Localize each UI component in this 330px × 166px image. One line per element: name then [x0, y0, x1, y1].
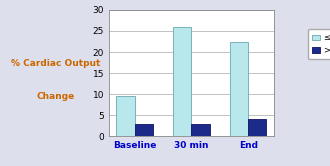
- Bar: [135, 124, 153, 136]
- Bar: [248, 119, 266, 136]
- Bar: [230, 42, 248, 136]
- Bar: [116, 96, 135, 136]
- Text: % Cardiac Output: % Cardiac Output: [12, 59, 101, 68]
- Text: Change: Change: [37, 92, 75, 101]
- Bar: [191, 124, 210, 136]
- Bar: [173, 27, 191, 136]
- Legend: ≤2500, >2500: ≤2500, >2500: [308, 29, 330, 59]
